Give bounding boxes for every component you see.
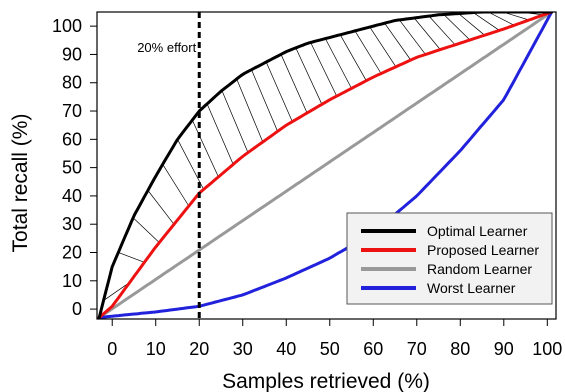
y-tick-label: 90 (62, 44, 82, 64)
hatch-line (177, 139, 204, 190)
hatch-line (458, 13, 485, 36)
hatch-line (399, 19, 426, 55)
hatch-line (251, 69, 278, 132)
hatch-line (354, 30, 382, 74)
x-axis-title: Samples retrieved (%) (222, 370, 430, 392)
x-tick-label: 100 (532, 339, 562, 359)
hatched-region (103, 12, 552, 301)
x-tick-label: 60 (363, 339, 383, 359)
series-line-random-learner (97, 12, 554, 319)
hatch-line (339, 34, 367, 81)
x-tick-label: 50 (320, 339, 340, 359)
x-tick-label: 80 (450, 339, 470, 359)
x-tick-label: 20 (189, 339, 209, 359)
y-tick-label: 0 (72, 299, 82, 319)
x-tick-label: 70 (407, 339, 427, 359)
y-tick-label: 10 (62, 271, 82, 291)
x-tick-label: 10 (146, 339, 166, 359)
hatch-line (103, 282, 130, 301)
hatch-line (369, 26, 397, 67)
x-tick-label: 30 (233, 339, 253, 359)
hatch-line (428, 15, 456, 46)
x-tick-label: 0 (107, 339, 117, 359)
hatch-line (473, 12, 500, 31)
hatch-line (132, 217, 160, 243)
legend-label-proposed-learner: Proposed Learner (427, 242, 539, 258)
x-tick-label: 90 (494, 339, 514, 359)
hatch-line (325, 38, 352, 89)
hatch-line (295, 47, 323, 105)
legend-label-random-learner: Random Learner (427, 261, 532, 277)
hatch-line (206, 103, 234, 165)
hatch-line (147, 190, 175, 225)
y-axis-title: Total recall (%) (9, 114, 32, 253)
hatch-line (265, 61, 293, 122)
y-tick-label: 30 (62, 214, 82, 234)
y-tick-label: 70 (62, 101, 82, 121)
y-tick-label: 50 (62, 158, 82, 178)
hatch-line (236, 78, 264, 143)
series-line-worst-learner (97, 12, 554, 319)
axis-ticks: 0 10 20 30 40 50 60 70 80 90 100 0 10 20 30 40 50 60 70 80 9… (52, 16, 562, 359)
hatch-line (443, 14, 471, 41)
hatch-line (487, 12, 515, 26)
hatch-line (191, 119, 219, 178)
hatch-line (221, 90, 249, 153)
y-tick-label: 40 (62, 186, 82, 206)
series-line-proposed-learner (97, 12, 554, 319)
hatch-line (413, 17, 441, 50)
plot-frame (96, 11, 557, 320)
effort-label: 20% effort (137, 40, 196, 55)
y-tick-label: 100 (52, 16, 82, 36)
x-tick-label: 40 (276, 339, 296, 359)
legend-label-optimal-learner: Optimal Learner (427, 223, 528, 239)
hatch-line (310, 42, 338, 97)
hatch-line (162, 164, 190, 207)
hatch-line (118, 252, 145, 263)
y-tick-label: 60 (62, 129, 82, 149)
y-tick-label: 80 (62, 73, 82, 93)
hatch-line (280, 54, 308, 114)
y-tick-label: 20 (62, 243, 82, 263)
legend: Optimal Learner Proposed Learner Random Le… (346, 212, 553, 305)
legend-label-worst-learner: Worst Learner (427, 280, 516, 296)
hatch-line (384, 22, 411, 61)
